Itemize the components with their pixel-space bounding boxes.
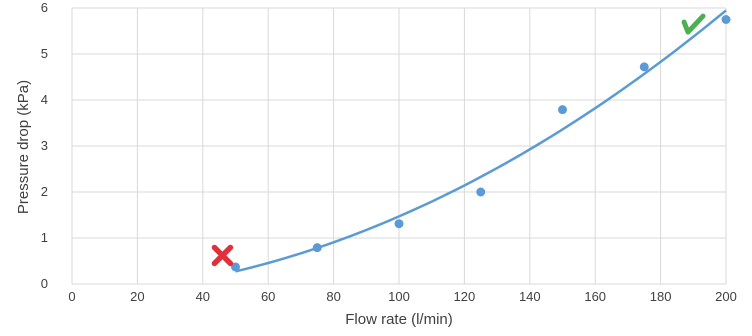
data-point [639,62,649,72]
x-tick-label: 80 [326,289,340,304]
data-point [476,187,486,197]
y-tick-label: 1 [41,230,48,245]
data-point [558,105,567,115]
x-tick-label: 40 [196,289,210,304]
y-tick-label: 4 [41,92,48,107]
green-check-icon [681,13,706,35]
x-tick-label: 0 [68,289,75,304]
red-cross-icon [211,244,234,267]
y-axis-title: Pressure drop (kPa) [15,80,32,214]
x-tick-label: 60 [261,289,275,304]
trendline [235,9,727,273]
y-tick-label: 3 [41,138,48,153]
x-tick-label: 160 [584,289,606,304]
y-tick-label: 0 [41,276,48,291]
x-tick-label: 180 [650,289,672,304]
cross-stroke [211,244,234,267]
x-tick-label: 140 [519,289,541,304]
tick-labels: 0 20 40 60 80 100 120 140 160 180 200 0 1 2 3 4 5 6 [41,0,737,304]
data-points [231,15,731,272]
y-tick-label: 2 [41,184,48,199]
x-tick-label: 20 [130,289,144,304]
data-point [312,243,322,253]
x-axis-title: Flow rate (l/min) [345,311,453,328]
data-point [721,15,731,24]
x-tick-label: 100 [388,289,410,304]
annotations [211,13,706,267]
data-point [394,219,404,229]
y-tick-label: 6 [41,0,48,15]
data-point [231,262,240,272]
grid-lines [71,7,727,285]
y-tick-label: 5 [41,46,48,61]
trendline-layer [235,9,727,273]
x-tick-label: 120 [454,289,476,304]
x-tick-label: 200 [715,289,737,304]
